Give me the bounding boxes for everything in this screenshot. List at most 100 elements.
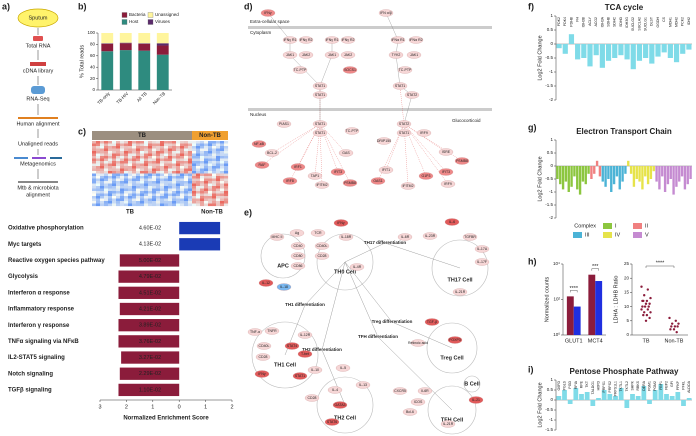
heatmap-cell [220,143,225,147]
heatmap-cell [92,168,97,172]
cell-region [463,375,481,393]
bar [624,44,630,60]
heatmap-cell [212,186,217,189]
heatmap-cell [212,143,217,147]
heatmap-cell [120,161,125,164]
bar [635,396,641,400]
heatmap-cell [176,141,181,144]
heatmap-cell [140,163,145,167]
heatmap-cell [168,151,173,154]
heatmap-cell [148,193,153,197]
y-tick-label: 1 [550,377,553,382]
gene-label: STAT2 [399,122,409,126]
category-label: Interferon α response [8,290,70,296]
heatmap-cell [132,143,137,147]
heatmap-cell [208,168,213,172]
heatmap-cell [204,166,209,169]
heatmap-cell [216,196,221,199]
heatmap-cell [116,166,121,169]
heatmap-cell [120,158,125,162]
heatmap-cell [172,188,177,192]
heatmap-cell [116,171,121,174]
category-label: Myc targets [8,242,42,248]
heatmap-cell [100,143,105,147]
heatmap-cell [180,203,185,207]
y-tick-label: -1 [549,189,553,194]
heatmap-cell [200,183,205,187]
y-tick-label: -0.5 [545,55,553,60]
heatmap-cell [196,176,201,179]
heatmap-cell [196,191,201,194]
heatmap-cell [132,141,137,144]
gene-label: IL-18 [280,285,288,289]
x-tick-label: TALDO1 [591,381,595,394]
heatmap-cell [144,171,149,174]
heatmap-cell [104,163,109,167]
gene-node [462,233,478,241]
heatmap-cell [176,163,181,167]
heatmap-cell [92,196,97,199]
heatmap-cell [152,188,157,192]
edge [344,261,379,338]
bar [596,398,601,400]
heatmap-cell [200,176,205,179]
heatmap-cell [112,203,117,207]
heatmap-cell [196,196,201,199]
x-tick-label: GLUT1 [565,338,583,344]
heatmap-cell [220,163,225,167]
bar [573,388,579,400]
heatmap-cell [104,181,109,184]
cell-label: TH17 Cell [447,277,473,283]
human-reads [18,117,58,119]
gene-label: SOCS1 [344,68,356,72]
heatmap-cell [196,148,201,152]
gene-label: IL-12R [300,333,311,337]
heatmap-cell [192,148,197,152]
gene-node [290,163,306,171]
heatmap-cell [204,183,209,187]
heatmap-cell [176,186,181,189]
heatmap-cell [204,186,209,189]
heatmap-cell [140,181,145,184]
heatmap-cell [156,178,161,182]
heatmap-cell [136,193,141,197]
cell-label: TH1 Cell [274,362,296,368]
bar [666,166,670,185]
heatmap-cell [148,158,153,162]
cell-label: B Cell [464,381,480,387]
heatmap-cell [220,148,225,152]
gene-node [397,66,413,74]
bar [673,44,680,63]
gene-node [338,233,354,241]
heatmap-cell [100,186,105,189]
heatmap-cell [160,168,165,172]
heatmap-cell [152,161,157,164]
heatmap-cell [192,156,197,159]
heatmap-cell [152,166,157,169]
heatmap-cell [164,163,169,167]
gene-node [254,370,270,378]
heatmap-cell [96,158,101,162]
heatmap-cell [124,186,129,189]
heatmap-cell [204,193,209,197]
heatmap-cell [92,188,97,192]
category-label: Reactive oxygen species pathway [8,258,105,264]
legend-swatch [121,12,128,18]
bar [121,351,180,364]
heatmap-cell [96,201,101,204]
gene-label: IFNα R2 [409,38,422,42]
heatmap-cell [136,163,141,167]
heatmap-cell [136,158,141,162]
bar [630,44,636,70]
heatmap-cell [96,163,101,167]
heatmap-cell [224,143,229,147]
gene-label: IFNγ [258,372,266,376]
bar [624,166,627,174]
heatmap-cell [108,191,113,194]
heatmap-cell [220,153,225,157]
gene-node [282,36,298,44]
bar [118,270,180,283]
heatmap-cell [208,161,213,164]
gene-node [314,181,330,189]
heatmap-cell [212,188,217,192]
